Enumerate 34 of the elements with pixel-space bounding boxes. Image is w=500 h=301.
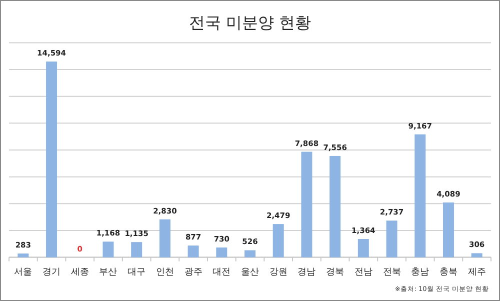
x-tick-label: 광주	[184, 267, 202, 278]
bar	[442, 202, 454, 258]
x-tick-label: 경북	[326, 267, 344, 278]
x-tick-label: 세종	[70, 267, 89, 278]
bar	[244, 250, 256, 258]
bar	[301, 152, 312, 258]
bar	[330, 156, 341, 258]
bar	[18, 254, 29, 258]
bar	[188, 246, 199, 258]
bar	[131, 242, 142, 258]
bar	[216, 248, 228, 258]
x-tick-label: 인천	[156, 267, 174, 278]
bar	[386, 220, 398, 258]
x-tick-label: 대구	[128, 267, 146, 278]
bar	[358, 239, 369, 258]
x-tick-label: 전북	[382, 267, 401, 278]
x-tick-label: 충남	[411, 267, 430, 278]
x-tick-label: 강원	[269, 267, 288, 278]
bar	[159, 219, 170, 258]
x-tick-label: 울산	[241, 267, 259, 278]
bar	[272, 224, 284, 258]
x-tick-label: 서울	[14, 267, 32, 278]
x-tick-label: 제주	[468, 267, 486, 278]
bar	[414, 134, 426, 258]
bar	[46, 62, 58, 258]
x-tick-label: 경기	[42, 267, 61, 278]
bar	[102, 242, 114, 258]
bar	[471, 253, 482, 258]
x-tick-label: 경남	[298, 267, 316, 278]
x-tick-label: 전남	[354, 267, 372, 278]
x-tick-label: 부산	[99, 267, 118, 278]
x-tick-label: 충북	[439, 267, 458, 278]
chart-title: 전국 미분양 현황	[188, 13, 312, 32]
x-tick-label: 대전	[212, 267, 231, 278]
